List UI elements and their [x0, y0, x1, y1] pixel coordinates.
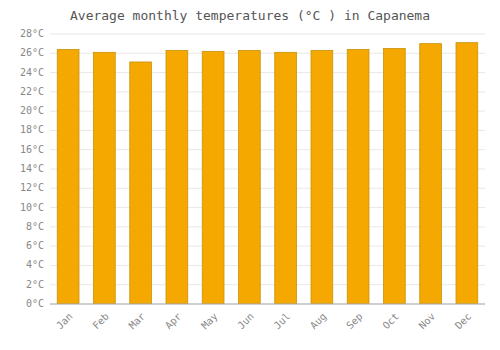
bar: [94, 52, 116, 304]
y-tick-label: 22°C: [20, 86, 44, 97]
bar: [275, 52, 297, 304]
title: Average monthly temperatures (°C ) in Ca…: [70, 8, 430, 23]
x-tick-label: Jul: [272, 311, 293, 332]
bar: [202, 51, 224, 304]
bar: [456, 43, 478, 304]
y-tick-label: 24°C: [20, 67, 44, 78]
y-tick-label: 28°C: [20, 28, 44, 39]
y-tick-label: 26°C: [20, 47, 44, 58]
y-tick-label: 14°C: [20, 163, 44, 174]
y-tick-label: 20°C: [20, 105, 44, 116]
bar: [130, 62, 152, 304]
bar: [311, 50, 333, 304]
y-tick-label: 2°C: [26, 279, 44, 290]
y-tick-label: 4°C: [26, 259, 44, 270]
grid-line: [50, 34, 485, 35]
y-tick-label: 6°C: [26, 240, 44, 251]
x-axis-line: [50, 304, 485, 305]
bar: [384, 48, 406, 304]
x-tick-label: Mar: [127, 311, 148, 332]
x-tick-label: Nov: [417, 311, 438, 332]
bar: [347, 49, 369, 304]
x-tick-label: Dec: [453, 311, 474, 332]
bar: [166, 50, 188, 304]
y-tick-label: 18°C: [20, 124, 44, 135]
y-tick-label: 0°C: [26, 298, 44, 309]
y-tick-label: 12°C: [20, 182, 44, 193]
bar: [57, 49, 79, 304]
x-tick-label: Apr: [163, 311, 184, 332]
x-tick-label: Aug: [308, 311, 329, 332]
grid-line: [50, 304, 485, 305]
grid: [50, 34, 485, 304]
y-tick-label: 10°C: [20, 202, 44, 213]
x-tick-label: Oct: [380, 311, 401, 332]
bars: [57, 43, 478, 304]
y-tick-label: 8°C: [26, 221, 44, 232]
chart-svg: Average monthly temperatures (°C ) in Ca…: [0, 0, 500, 350]
x-tick-label: May: [199, 311, 220, 332]
y-tick-label: 16°C: [20, 144, 44, 155]
x-tick-label: Sep: [344, 311, 365, 332]
bar: [239, 50, 261, 304]
x-tick-label: Jun: [235, 311, 256, 332]
x-tick-label: Feb: [90, 311, 111, 332]
x-tick-label: Jan: [54, 311, 75, 332]
bar: [420, 44, 442, 304]
chart-container: Average monthly temperatures (°C ) in Ca…: [0, 0, 500, 350]
